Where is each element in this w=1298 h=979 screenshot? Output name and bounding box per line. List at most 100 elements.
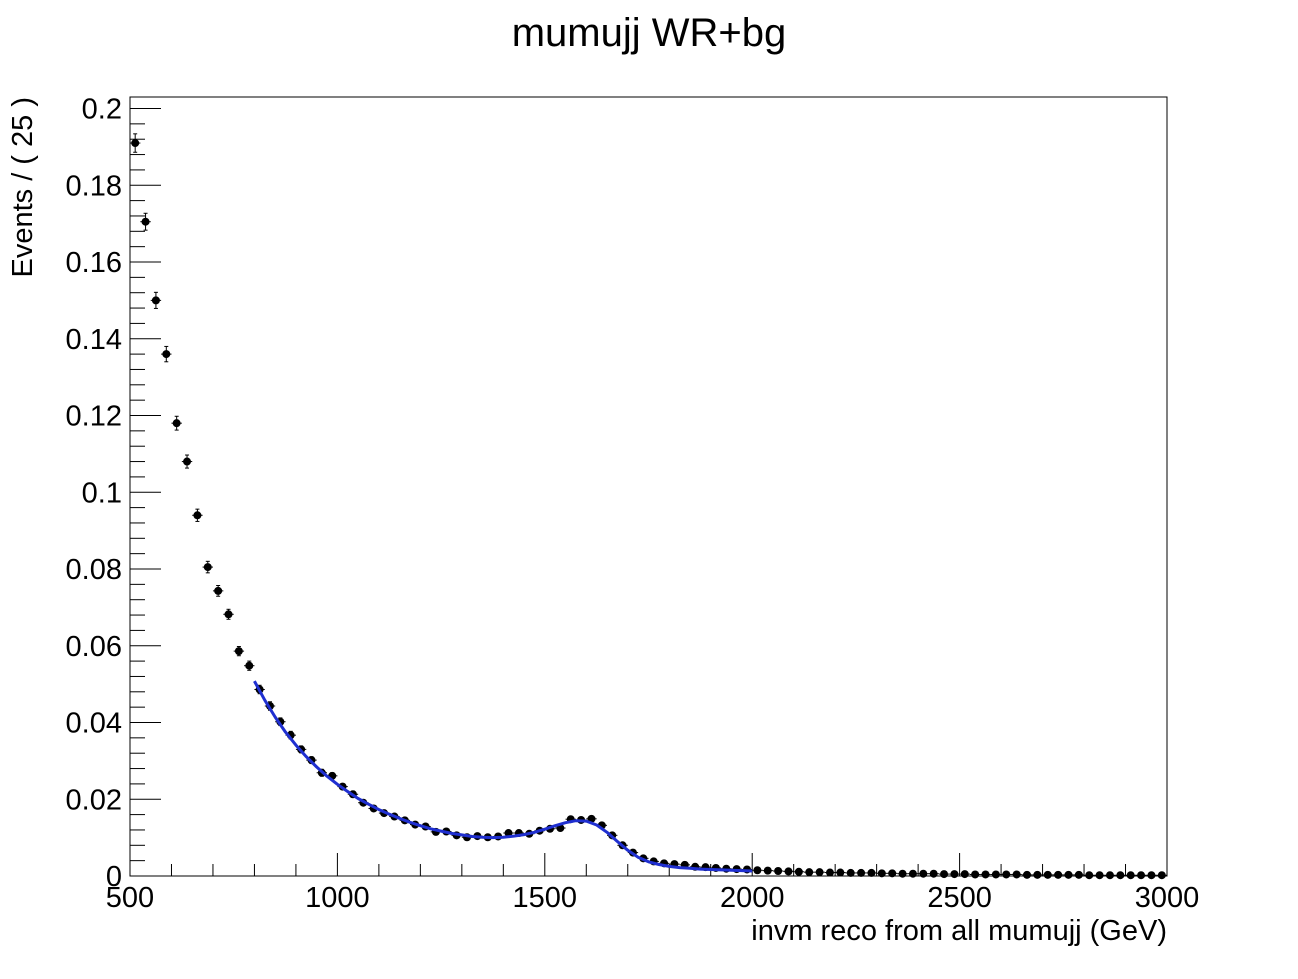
- point-marker: [1023, 870, 1032, 879]
- point-marker: [1147, 871, 1156, 880]
- point-marker: [224, 610, 233, 619]
- x-axis: 500 1000 1500 2000 2500 3000: [106, 853, 1199, 914]
- data-point: [969, 870, 981, 879]
- data-point: [1115, 871, 1126, 880]
- data-point: [876, 869, 888, 878]
- point-marker: [1002, 870, 1011, 879]
- data-point: [814, 868, 825, 877]
- data-point: [918, 869, 929, 878]
- point-marker: [908, 869, 917, 878]
- point-marker: [183, 457, 192, 466]
- y-tick-label: 0.12: [66, 401, 122, 433]
- point-marker: [825, 868, 834, 877]
- y-axis-title: Events / ( 25 ): [7, 97, 39, 278]
- point-marker: [203, 563, 212, 572]
- y-tick-label: 0.16: [66, 247, 122, 279]
- point-marker: [1074, 870, 1083, 879]
- point-marker: [898, 869, 907, 878]
- data-point: [928, 869, 939, 878]
- point-marker: [929, 869, 938, 878]
- data-point: [907, 869, 919, 878]
- y-tick-label: 0.2: [82, 94, 122, 126]
- x-tick-label: 2500: [927, 882, 992, 914]
- data-point: [897, 869, 908, 878]
- point-marker: [774, 867, 783, 876]
- point-marker: [763, 866, 772, 875]
- point-marker: [193, 511, 202, 520]
- point-marker: [1043, 870, 1052, 879]
- data-point: [171, 415, 182, 431]
- data-point: [1094, 871, 1105, 880]
- y-tick-label: 0.1: [82, 477, 122, 509]
- data-point: [949, 870, 960, 879]
- point-marker: [245, 661, 254, 670]
- data-point: [192, 508, 203, 522]
- data-point: [1073, 870, 1085, 879]
- point-marker: [991, 870, 1000, 879]
- data-point: [959, 870, 970, 879]
- point-marker: [794, 867, 803, 876]
- y-tick-label: 0.06: [66, 631, 122, 663]
- data-point: [1042, 870, 1053, 879]
- point-marker: [1116, 871, 1125, 880]
- data-point: [990, 870, 1002, 879]
- data-point: [783, 867, 794, 876]
- data-point: [223, 608, 234, 620]
- data-point: [980, 870, 991, 879]
- data-point: [1104, 871, 1116, 880]
- point-marker: [214, 586, 223, 595]
- point-marker: [919, 869, 928, 878]
- x-tick-label: 1000: [305, 882, 370, 914]
- x-axis-title: invm reco from all mumujj (GeV): [751, 915, 1167, 947]
- data-point: [1063, 870, 1074, 879]
- y-tick-label: 0: [106, 861, 122, 893]
- data-point: [181, 454, 193, 469]
- fit-curve: [253, 680, 753, 873]
- data-point: [202, 560, 213, 574]
- point-marker: [1012, 870, 1021, 879]
- data-point: [1001, 870, 1012, 879]
- data-point: [1021, 870, 1033, 879]
- data-point: [1146, 871, 1157, 880]
- data-point: [866, 868, 877, 877]
- point-marker: [1157, 871, 1166, 880]
- y-tick-label: 0.08: [66, 554, 122, 586]
- point-marker: [151, 296, 160, 305]
- point-marker: [1105, 871, 1114, 880]
- data-point: [161, 345, 172, 363]
- data-point: [150, 291, 162, 309]
- data-point: [1052, 870, 1064, 879]
- data-point: [835, 868, 846, 877]
- point-marker: [1126, 871, 1135, 880]
- point-marker: [981, 870, 990, 879]
- point-marker: [815, 868, 824, 877]
- plot-frame: [129, 96, 1168, 877]
- x-tick-label: 500: [106, 882, 154, 914]
- point-marker: [836, 868, 845, 877]
- point-marker: [1033, 870, 1042, 879]
- point-marker: [1054, 870, 1063, 879]
- point-marker: [234, 647, 243, 656]
- point-marker: [1137, 871, 1146, 880]
- y-axis: 0 0.02 0.04 0.06 0.08 0.1 0.12 0.14 0.16 0.18 0.2: [66, 94, 161, 893]
- data-point: [130, 133, 141, 153]
- data-point: [845, 868, 856, 877]
- data-point: [1032, 870, 1043, 879]
- point-marker: [950, 870, 959, 879]
- point-marker: [960, 870, 969, 879]
- point-marker: [1085, 871, 1094, 880]
- point-marker: [877, 869, 886, 878]
- y-tick-label: 0.14: [66, 324, 122, 356]
- y-tick-label: 0.04: [66, 708, 122, 740]
- data-point: [752, 866, 763, 875]
- point-marker: [971, 870, 980, 879]
- data-point: [793, 867, 805, 876]
- data-point: [804, 868, 815, 877]
- point-marker: [131, 139, 140, 148]
- point-marker: [1064, 870, 1073, 879]
- data-point: [212, 585, 224, 597]
- x-tick-label: 2000: [720, 882, 785, 914]
- point-marker: [1095, 871, 1104, 880]
- data-point: [1156, 871, 1167, 880]
